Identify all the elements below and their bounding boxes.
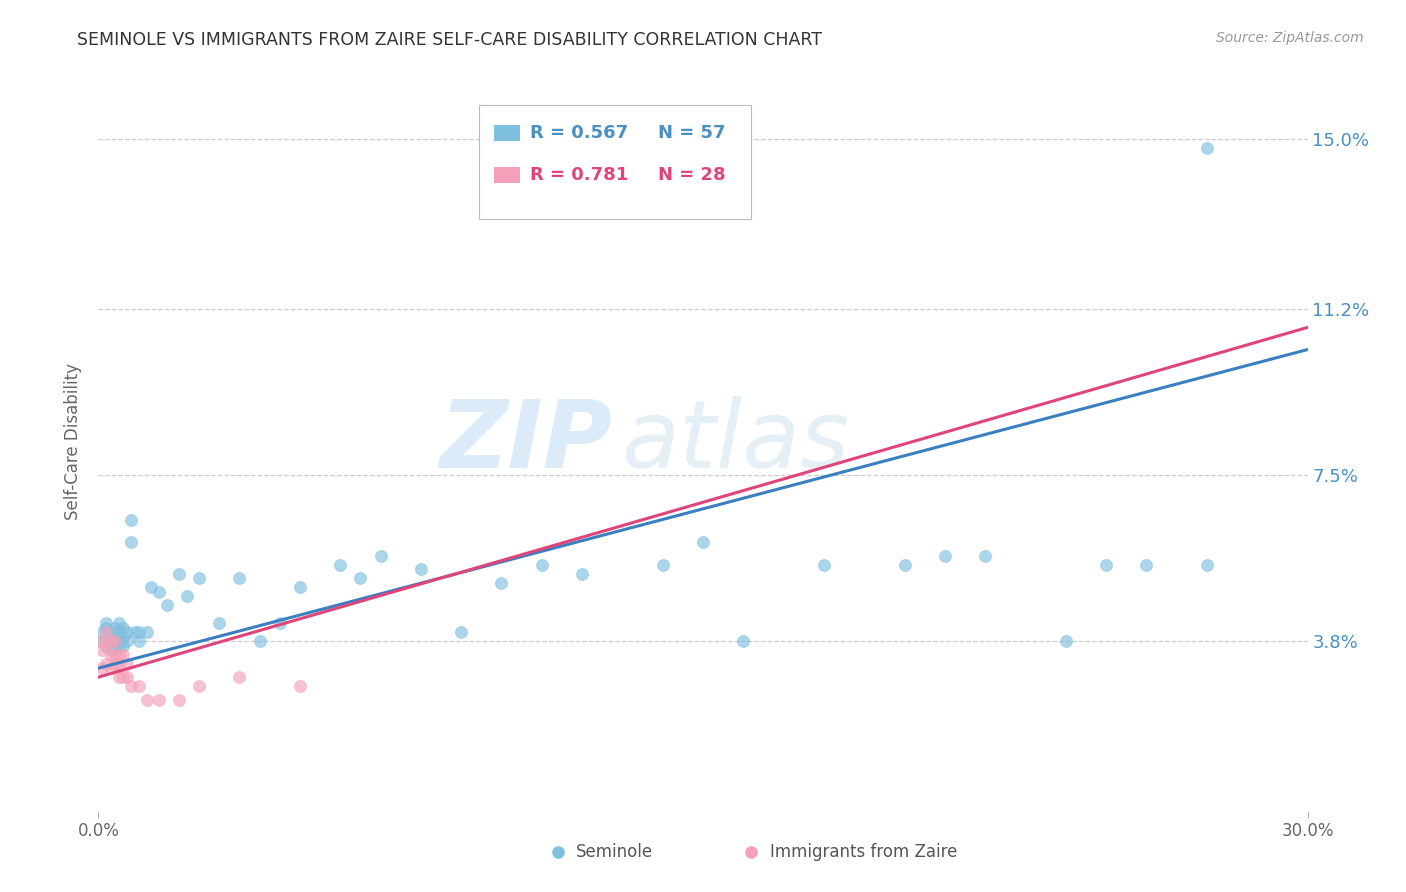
Point [107,648,129,662]
Point [249,634,271,648]
Point [100,634,122,648]
Point [288,580,311,594]
Point [1095,558,1118,572]
Point [100,634,122,648]
Point [115,657,138,671]
Point [893,558,915,572]
Point [128,625,150,640]
Point [111,630,134,644]
Point [450,625,472,640]
Point [148,692,170,706]
Point [111,639,134,653]
Point [96,625,118,640]
Point [103,648,125,662]
Point [91,634,114,648]
Point [111,621,134,635]
Point [188,571,211,585]
Text: R = 0.567: R = 0.567 [530,124,628,142]
Point [813,558,835,572]
Point [107,639,129,653]
Point [1195,558,1218,572]
Point [733,634,755,648]
Point [120,513,142,527]
Point [100,643,122,657]
Point [107,625,129,640]
Text: atlas: atlas [621,396,849,487]
Point [208,616,231,631]
FancyBboxPatch shape [479,104,751,219]
Point [96,621,118,635]
Point [349,571,371,585]
Point [188,679,211,693]
Point [135,625,157,640]
Text: Immigrants from Zaire: Immigrants from Zaire [769,844,957,862]
Point [934,549,956,563]
Point [96,657,118,671]
Text: N = 28: N = 28 [658,166,725,184]
Point [692,535,714,549]
Point [103,621,125,635]
Point [571,566,593,581]
Bar [494,125,520,141]
Point [103,634,125,648]
Point [111,670,134,684]
Point [107,634,129,648]
Point [530,558,553,572]
Point [115,670,138,684]
Point [1135,558,1157,572]
Text: Seminole: Seminole [576,844,654,862]
Text: N = 57: N = 57 [658,124,725,142]
Point [651,558,673,572]
Text: Source: ZipAtlas.com: Source: ZipAtlas.com [1216,31,1364,45]
Point [139,580,162,594]
Point [288,679,311,693]
Point [124,625,146,640]
Point [1195,141,1218,155]
Point [167,692,190,706]
Point [409,562,432,576]
Point [107,616,129,631]
Point [148,585,170,599]
Point [91,661,114,675]
Point [370,549,392,563]
Text: R = 0.781: R = 0.781 [530,166,628,184]
Bar [494,167,520,183]
Point [115,625,138,640]
Point [103,657,125,671]
Point [100,648,122,662]
Point [167,566,190,581]
Point [103,630,125,644]
Point [329,558,352,572]
Text: ZIP: ZIP [440,395,613,488]
Point [974,549,997,563]
Point [120,679,142,693]
Point [228,670,250,684]
Point [269,616,291,631]
Point [107,670,129,684]
Point [103,634,125,648]
Text: SEMINOLE VS IMMIGRANTS FROM ZAIRE SELF-CARE DISABILITY CORRELATION CHART: SEMINOLE VS IMMIGRANTS FROM ZAIRE SELF-C… [77,31,823,49]
Point [91,634,114,648]
Point [1054,634,1077,648]
Point [96,616,118,631]
Point [176,590,198,604]
Point [111,648,134,662]
Point [120,535,142,549]
Point [128,634,150,648]
Y-axis label: Self-Care Disability: Self-Care Disability [65,363,83,520]
Point [100,625,122,640]
Point [115,634,138,648]
Point [228,571,250,585]
Point [135,692,157,706]
Point [91,625,114,640]
Point [128,679,150,693]
Point [156,599,179,613]
Point [96,639,118,653]
Point [100,661,122,675]
Point [107,657,129,671]
Point [96,639,118,653]
Point [91,643,114,657]
Point [491,575,513,590]
